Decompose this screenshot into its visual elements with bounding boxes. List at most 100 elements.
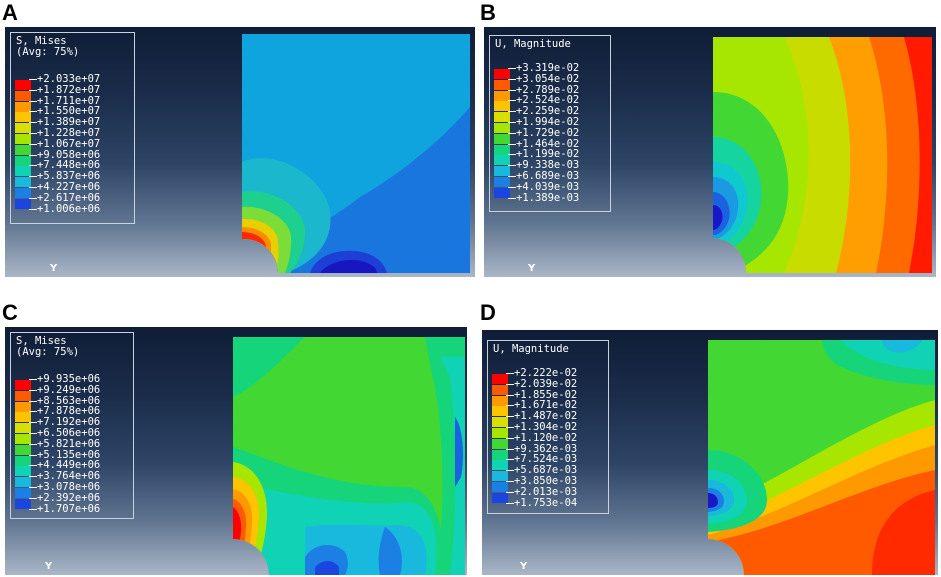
legend-value: +3.078e+06 (37, 480, 101, 493)
legend-swatch (15, 380, 31, 390)
panel-d-viewport: U, Magnitude +2.222e-02 +2.039e-02 +1.85… (482, 330, 938, 575)
legend-swatch (15, 401, 31, 412)
legend-swatch (15, 433, 31, 444)
legend-value: +1.464e-02 (516, 137, 580, 150)
legend-swatch (15, 487, 31, 498)
legend-swatch (15, 187, 31, 198)
legend-swatch (15, 112, 31, 123)
panel-c-legend: S, Mises (Avg: 75%) +9.935e+06 +9.249e+0… (10, 332, 134, 519)
legend-value: +2.789e-02 (516, 83, 580, 96)
panel-b-axis-label: Y (528, 263, 536, 274)
panel-c-legend-subtitle: (Avg: 75%) (16, 346, 80, 358)
legend-value: +1.707e+06 (37, 502, 101, 515)
panel-c-axis-label: Y (45, 561, 53, 572)
legend-swatch (494, 112, 510, 123)
legend-swatch (492, 492, 508, 503)
legend-value: +9.362e-03 (514, 442, 578, 455)
legend-swatch (492, 395, 508, 406)
legend-value: +3.764e+06 (37, 470, 101, 483)
legend-value: +1.228e+07 (37, 126, 101, 139)
legend-swatch (494, 69, 510, 79)
legend-value: +1.711e+07 (37, 94, 101, 107)
legend-swatch (15, 477, 31, 488)
legend-value: +5.837e+06 (37, 170, 101, 183)
panel-d-legend: U, Magnitude +2.222e-02 +2.039e-02 +1.85… (487, 340, 609, 514)
legend-value: +2.392e+06 (37, 491, 101, 504)
legend-swatch (492, 406, 508, 417)
panel-a-viewport: S, Mises (Avg: 75%) +2.033e+07 +1.872e+0… (5, 27, 475, 277)
legend-swatch (494, 90, 510, 101)
legend-swatch (492, 438, 508, 449)
legend-swatch (15, 423, 31, 434)
legend-swatch (492, 384, 508, 395)
legend-swatch (492, 481, 508, 492)
legend-value: +1.855e-02 (514, 388, 578, 401)
panel-c-legend-title: S, Mises (16, 335, 67, 347)
legend-swatch (15, 166, 31, 177)
legend-swatch (15, 455, 31, 466)
legend-swatch (494, 166, 510, 177)
legend-value: +9.935e+06 (37, 373, 101, 385)
legend-swatch (15, 144, 31, 155)
panel-a-axis-label: Y (50, 263, 58, 274)
legend-value: +5.687e-03 (514, 464, 578, 477)
legend-swatch (494, 133, 510, 144)
legend-swatch (15, 177, 31, 188)
legend-value: +1.304e-02 (514, 420, 578, 433)
legend-value: +4.227e+06 (37, 180, 101, 193)
panel-b-legend-title: U, Magnitude (495, 38, 571, 50)
legend-value: +7.192e+06 (37, 416, 101, 429)
legend-value: +1.389e-03 (516, 191, 580, 204)
legend-swatch (492, 471, 508, 482)
legend-swatch (492, 374, 508, 384)
legend-swatch (15, 90, 31, 101)
legend-swatch (494, 155, 510, 166)
legend-value: +1.753e-04 (514, 496, 578, 509)
legend-value: +2.617e+06 (37, 191, 101, 204)
legend-value: +1.389e+07 (37, 116, 101, 129)
legend-swatch (492, 417, 508, 428)
legend-value: +3.850e-03 (514, 474, 578, 487)
legend-value: +9.058e+06 (37, 148, 101, 161)
panel-a-legend-title: S, Mises (16, 35, 67, 47)
legend-swatch (494, 101, 510, 112)
panel-letter-b: B (480, 0, 496, 25)
legend-value: +1.729e-02 (516, 126, 580, 139)
legend-value: +9.249e+06 (37, 383, 101, 396)
legend-value: +1.550e+07 (37, 105, 101, 118)
legend-value: +7.878e+06 (37, 405, 101, 418)
legend-swatch (15, 390, 31, 401)
legend-value: +3.054e-02 (516, 72, 580, 85)
panel-c-viewport: S, Mises (Avg: 75%) +9.935e+06 +9.249e+0… (5, 327, 467, 575)
legend-value: +2.259e-02 (516, 105, 580, 118)
legend-swatch (492, 427, 508, 438)
legend-swatch (15, 80, 31, 90)
legend-swatch (15, 101, 31, 112)
panel-b-contour-plot (713, 37, 932, 273)
panel-d-axis-label: Y (520, 561, 528, 572)
legend-swatch (15, 133, 31, 144)
legend-value: +3.319e-02 (516, 62, 580, 74)
legend-value: +6.506e+06 (37, 426, 101, 439)
panel-d-legend-title: U, Magnitude (493, 343, 569, 355)
panel-a-contour-plot (242, 34, 470, 273)
legend-value: +7.524e-03 (514, 453, 578, 466)
panel-c-contour-plot (233, 337, 465, 575)
panel-b-viewport: U, Magnitude +3.319e-02 +3.054e-02 +2.78… (484, 27, 936, 277)
legend-value: +1.872e+07 (37, 83, 101, 96)
legend-value: +1.006e+06 (37, 202, 101, 215)
legend-swatch (15, 498, 31, 509)
legend-value: +1.487e-02 (514, 410, 578, 423)
legend-swatch (492, 460, 508, 471)
legend-value: +2.039e-02 (514, 377, 578, 390)
legend-swatch (494, 176, 510, 187)
legend-value: +1.120e-02 (514, 431, 578, 444)
legend-value: +1.067e+07 (37, 137, 101, 150)
legend-swatch (494, 144, 510, 155)
panel-letter-c: C (2, 300, 18, 325)
panel-letter-d: D (480, 300, 496, 325)
legend-value: +2.524e-02 (516, 94, 580, 107)
legend-swatch (15, 155, 31, 166)
legend-swatch (494, 79, 510, 90)
legend-swatch (15, 466, 31, 477)
